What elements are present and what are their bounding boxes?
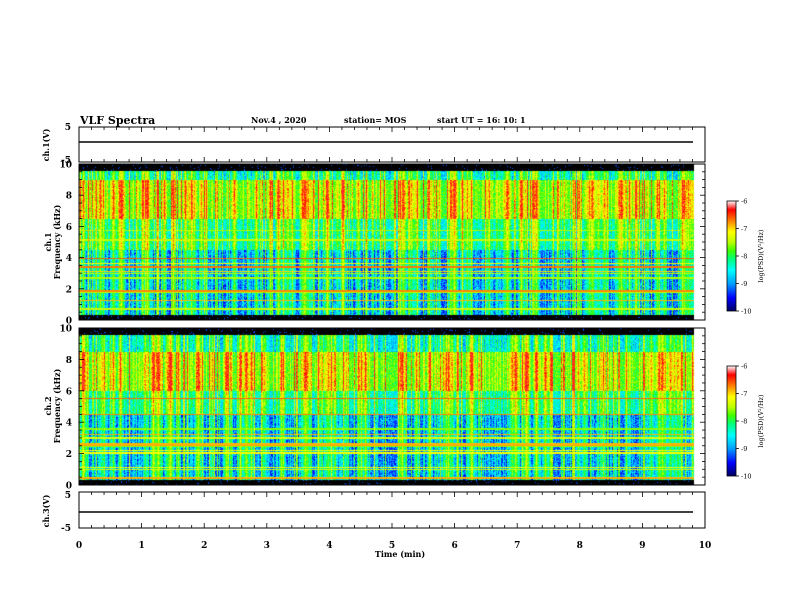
ch1-freq-ticks: 0 2 4 6 8 10 xyxy=(59,161,705,327)
freq-tick-label: 2 xyxy=(66,285,72,295)
freq-tick-label: 10 xyxy=(59,161,72,171)
ch1-voltage-ylabel: ch.1(V) xyxy=(41,128,51,161)
ch1-voltage-panel: ch.1(V) 5 -5 xyxy=(41,123,706,166)
freq-tick-label: 8 xyxy=(66,356,72,366)
ch2-spectrogram-ylabel-freq: Frequency (kHz) xyxy=(52,368,62,443)
ch1-colorbar-bar xyxy=(726,200,737,312)
colorbar-tick-label: -7 xyxy=(741,390,747,398)
ch1-spectrogram-panel: ch.1 Frequency (kHz) 0 2 4 6 8 10 xyxy=(43,161,706,327)
freq-tick-label: 4 xyxy=(66,254,72,264)
date-label: Nov.4 , 2020 xyxy=(251,115,307,125)
time-tick-label: 0 xyxy=(76,541,82,551)
ch1-spectrogram-ylabel-channel: ch.1 xyxy=(43,232,53,251)
ch1-colorbar-label: log(PSD)(V²/Hz) xyxy=(757,229,765,282)
time-tick-label: 2 xyxy=(201,541,207,551)
freq-tick-label: 0 xyxy=(66,482,72,492)
colorbar-tick-label: -9 xyxy=(741,280,747,288)
ch3-voltage-frame xyxy=(78,491,706,529)
freq-tick-label: 2 xyxy=(66,450,72,460)
freq-tick-label: 6 xyxy=(66,387,72,397)
ch1-ytick-bottom: -5 xyxy=(61,156,71,166)
colorbar-tick-label: -8 xyxy=(741,253,747,261)
colorbar-tick-label: -10 xyxy=(741,473,751,481)
colorbar-tick-label: -7 xyxy=(741,225,747,233)
ch1-voltage-frame xyxy=(78,126,706,163)
time-tick-label: 3 xyxy=(264,541,270,551)
freq-tick-label: 4 xyxy=(66,419,72,429)
ch1-ytick-top: 5 xyxy=(65,123,71,133)
time-tick-label: 6 xyxy=(451,541,457,551)
ch1-spectrogram xyxy=(79,164,705,320)
ch2-freq-ticks: 0 2 4 6 8 10 xyxy=(59,325,705,492)
ch3-voltage-ylabel: ch.3(V) xyxy=(41,494,51,527)
time-tick-label: 4 xyxy=(326,541,332,551)
time-tick-label: 9 xyxy=(639,541,645,551)
freq-tick-label: 8 xyxy=(66,192,72,202)
freq-tick-label: 10 xyxy=(59,325,72,335)
ch2-spectrogram xyxy=(79,328,705,485)
ch3-ytick-top: 5 xyxy=(65,491,71,501)
ch2-spectrogram-panel: ch.2 Frequency (kHz) 0 2 4 6 8 10 xyxy=(43,325,706,492)
ch3-voltage-panel: ch.3(V) 5 -5 xyxy=(41,491,706,534)
colorbar-tick-label: -10 xyxy=(741,308,751,316)
ch2-spectrogram-ylabel-channel: ch.2 xyxy=(43,396,53,415)
station-label: station= MOS xyxy=(344,115,407,125)
freq-tick-label: 0 xyxy=(66,317,72,327)
time-tick-label: 1 xyxy=(138,541,144,551)
x-axis-label: Time (min) xyxy=(375,549,425,559)
freq-tick-label: 6 xyxy=(66,223,72,233)
colorbar-tick-label: -8 xyxy=(741,418,747,426)
ch2-colorbar: -6 -7 -8 -9 -10 log(PSD)(V²/Hz) xyxy=(726,363,765,481)
time-tick-label: 8 xyxy=(577,541,583,551)
time-tick-label: 7 xyxy=(514,541,520,551)
colorbar-tick-label: -6 xyxy=(741,198,747,206)
time-tick-labels: 0 1 2 3 4 5 6 7 8 9 10 xyxy=(76,541,711,551)
time-tick-label: 5 xyxy=(389,541,395,551)
time-tick-label: 10 xyxy=(699,541,712,551)
ch2-colorbar-label: log(PSD)(V²/Hz) xyxy=(757,394,765,447)
ch3-ytick-bottom: -5 xyxy=(61,524,71,534)
figure-title: VLF Spectra xyxy=(79,114,155,127)
time-ticks xyxy=(78,127,706,528)
ch1-colorbar: -6 -7 -8 -9 -10 log(PSD)(V²/Hz) xyxy=(726,198,765,316)
ch2-colorbar-bar xyxy=(726,365,737,477)
colorbar-tick-label: -9 xyxy=(741,445,747,453)
colorbar-tick-label: -6 xyxy=(741,363,747,371)
ch1-spectrogram-ylabel-freq: Frequency (kHz) xyxy=(52,204,62,279)
start-time-label: start UT = 16: 10: 1 xyxy=(437,115,526,125)
